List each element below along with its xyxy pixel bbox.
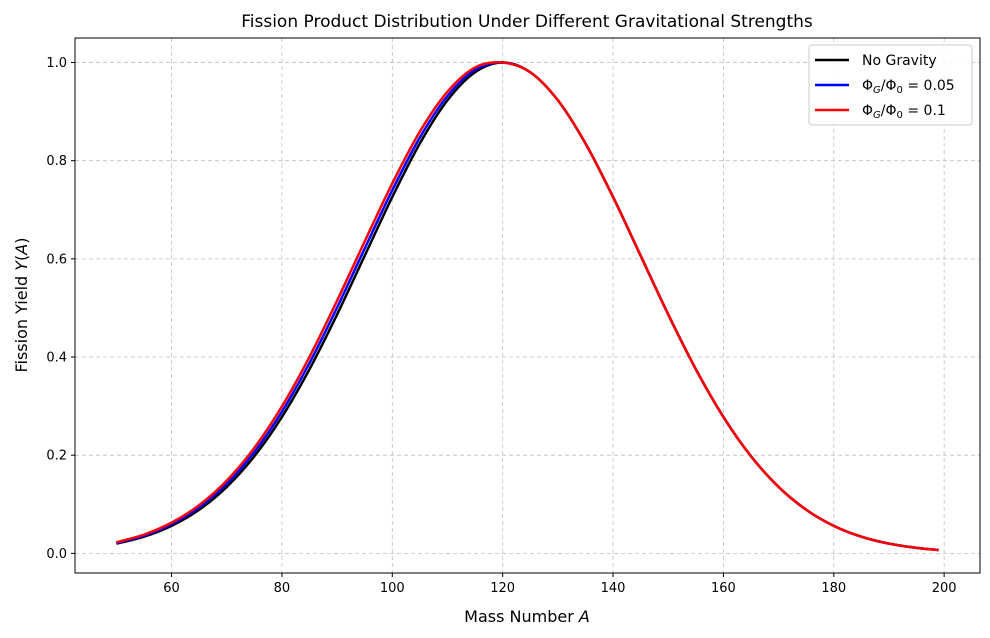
x-tick-label: 100 bbox=[380, 581, 405, 596]
legend: No Gravity ΦG/Φ0 = 0.05 ΦG/Φ0 = 0.1 bbox=[808, 44, 973, 126]
y-tick-label: 0.2 bbox=[46, 449, 67, 464]
legend-label-2: ΦG/Φ0 = 0.1 bbox=[862, 103, 946, 121]
ticks: 60 80 100 120 140 160 180 200 0.0 0.2 0.4 0.6 0.8 1.0 bbox=[46, 56, 956, 596]
legend-label-1: ΦG/Φ0 = 0.05 bbox=[862, 78, 955, 96]
x-tick-label: 60 bbox=[163, 581, 180, 596]
chart-title: Fission Product Distribution Under Diffe… bbox=[241, 12, 813, 32]
y-tick-label: 0.0 bbox=[46, 547, 67, 562]
x-axis-label: Mass Number A bbox=[464, 607, 590, 626]
y-tick-label: 1.0 bbox=[46, 56, 67, 71]
y-tick-label: 0.6 bbox=[46, 252, 67, 267]
series-line-2 bbox=[116, 61, 939, 552]
plot-frame bbox=[74, 37, 981, 574]
x-tick-label: 140 bbox=[601, 581, 626, 596]
grid bbox=[75, 38, 980, 573]
y-tick-label: 0.4 bbox=[46, 351, 67, 366]
series-line-0 bbox=[116, 61, 939, 552]
y-axis-label: Fission Yield Y(A) bbox=[12, 237, 31, 372]
series-line-1 bbox=[116, 61, 939, 552]
series-lines bbox=[116, 61, 939, 552]
x-tick-label: 160 bbox=[711, 581, 736, 596]
legend-box bbox=[808, 44, 973, 126]
x-tick-label: 120 bbox=[490, 581, 515, 596]
x-tick-label: 80 bbox=[274, 581, 291, 596]
x-tick-label: 180 bbox=[821, 581, 846, 596]
x-tick-label: 200 bbox=[932, 581, 957, 596]
legend-label-0: No Gravity bbox=[862, 53, 937, 69]
y-tick-label: 0.8 bbox=[46, 154, 67, 169]
